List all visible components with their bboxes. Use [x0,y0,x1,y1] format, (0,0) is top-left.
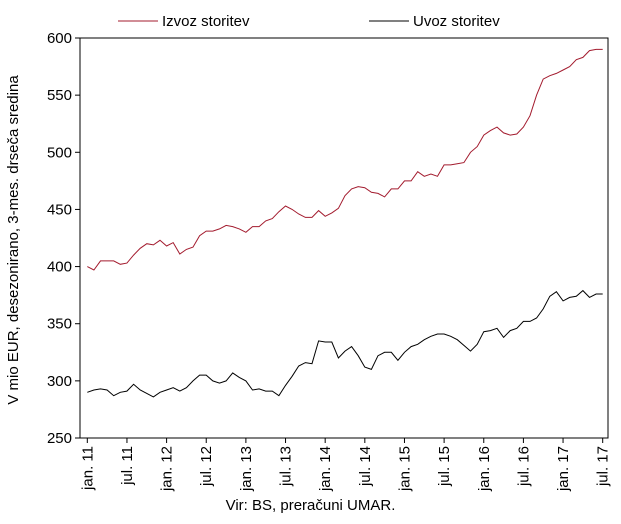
x-tick-label: jan. 11 [79,446,96,491]
x-tick-label: jul. 13 [278,446,295,487]
x-tick-label: jul. 17 [595,446,612,487]
source-note: Vir: BS, preračuni UMAR. [225,497,396,514]
plot-frame [79,37,609,439]
y-tick-label: 600 [47,30,72,47]
y-tick-label: 400 [47,259,72,276]
x-tick-label: jul. 15 [436,446,453,487]
series-line-izvoz [87,48,603,271]
y-axis-title: V mio EUR, desezonirano, 3-mes. drseča s… [5,75,22,405]
x-tick-label: jan. 16 [476,446,493,492]
x-tick-label: jan. 17 [555,446,572,492]
x-tick-label: jan. 13 [238,446,255,492]
x-tick-label: jul. 14 [357,446,374,487]
x-tick-label: jul. 16 [515,446,532,487]
legend: Izvoz storitev Uvoz storitev [118,13,500,30]
legend-label-izvoz: Izvoz storitev [162,13,250,30]
series-lines [87,48,603,398]
y-tick-label: 350 [47,316,72,333]
x-tick-label: jan. 12 [159,446,176,492]
legend-label-uvoz: Uvoz storitev [413,13,500,30]
y-tick-label: 550 [47,87,72,104]
x-tick-label: jul. 12 [198,446,215,487]
y-tick-label: 250 [47,430,72,447]
y-tick-label: 500 [47,144,72,161]
series-line-uvoz [87,289,603,398]
x-tick-label: jul. 11 [119,446,136,486]
y-tick-label: 300 [47,373,72,390]
x-axis-ticks: jan. 11 jul. 11 jan. 12 jul. 12 jan. 13 jul. … [79,438,612,492]
y-axis-ticks: 250 300 350 400 450 500 550 600 [47,30,80,447]
y-tick-label: 450 [47,201,72,218]
x-tick-label: jan. 15 [396,446,413,492]
x-tick-label: jan. 14 [317,446,334,492]
